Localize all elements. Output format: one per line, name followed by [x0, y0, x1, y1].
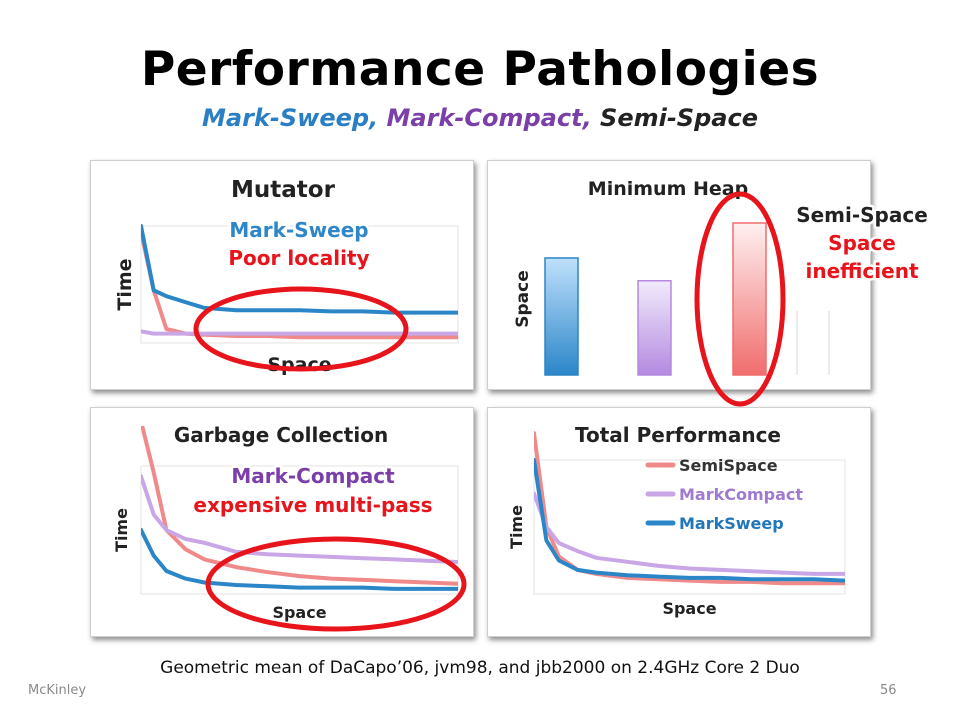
- callout-poor-locality: Poor locality: [228, 246, 369, 270]
- legend-label-semispace: SemiSpace: [679, 456, 778, 475]
- series-line-semispace: [141, 229, 458, 340]
- x-axis-label: Space: [267, 354, 331, 376]
- footer-note: Geometric mean of DaCapo’06, jvm98, and …: [160, 658, 800, 678]
- chart-title: Total Performance: [575, 423, 781, 447]
- chart-title: Garbage Collection: [174, 423, 388, 447]
- total-performance-plot: [533, 431, 846, 595]
- subtitle-markcompact: Mark-Compact,: [386, 104, 592, 132]
- x-axis-label: Space: [662, 599, 716, 618]
- series-line-marksweep: [534, 458, 845, 583]
- highlight-ellipse: [694, 191, 786, 407]
- mutator-plot: [140, 224, 459, 344]
- x-axis-label: Space: [272, 603, 326, 622]
- total-performance-panel: Total Performance Time Space SemiSpace MarkC…: [487, 407, 871, 637]
- bar-markcompact: [637, 280, 672, 376]
- garbage-collection-plot: [140, 426, 459, 595]
- garbage-collection-chart: Garbage Collection Time Space Mark-Compact e…: [112, 423, 467, 632]
- highlight-ellipse: [193, 286, 409, 372]
- mutator-panel: Mutator Time Space Mark-Sweep Poor locality: [90, 160, 474, 390]
- bar-marksweep: [544, 257, 579, 376]
- series-line-markcompact: [141, 329, 458, 336]
- series-line-markcompact: [534, 491, 845, 576]
- series-line-marksweep: [141, 528, 458, 591]
- highlight-ellipse: [205, 536, 467, 632]
- y-axis-label: Space: [513, 270, 533, 328]
- y-axis-label: Time: [114, 258, 136, 310]
- subtitle-marksweep: Mark-Sweep,: [202, 104, 379, 132]
- minimum-heap-chart: Minimum Heap Space: [513, 178, 830, 407]
- series-line-semispace: [534, 431, 845, 586]
- callout-marksweep: Mark-Sweep: [229, 218, 368, 242]
- garbage-collection-panel: Garbage Collection Time Space Mark-Compact e…: [90, 407, 474, 637]
- total-performance-chart: Total Performance Time Space SemiSpace MarkC…: [507, 423, 846, 618]
- author-name: McKinley: [28, 683, 87, 698]
- legend-label-markcompact: MarkCompact: [679, 485, 803, 504]
- chart-title: Mutator: [231, 177, 336, 203]
- plot-area: [140, 225, 459, 344]
- page-number: 56: [880, 683, 897, 698]
- plot-area: [140, 465, 459, 595]
- y-axis-label: Time: [112, 508, 131, 552]
- chart-title: Minimum Heap: [588, 178, 748, 200]
- slide-subtitle: Mark-Sweep, Mark-Compact, Semi-Space: [0, 104, 960, 132]
- minimum-heap-panel: Minimum Heap Space: [487, 160, 871, 407]
- y-axis-label: Time: [507, 505, 526, 549]
- series-line-markcompact: [141, 474, 458, 564]
- callout-expensive-multi-pass: expensive multi-pass: [193, 493, 432, 517]
- mutator-chart: Mutator Time Space Mark-Sweep Poor locality: [114, 177, 459, 376]
- callout-markcompact: Mark-Compact: [231, 464, 395, 488]
- subtitle-semispace: Semi-Space: [600, 104, 758, 132]
- legend-label-marksweep: MarkSweep: [679, 514, 784, 533]
- bar-semispace: [732, 222, 767, 376]
- slide-title: Performance Pathologies: [140, 42, 820, 97]
